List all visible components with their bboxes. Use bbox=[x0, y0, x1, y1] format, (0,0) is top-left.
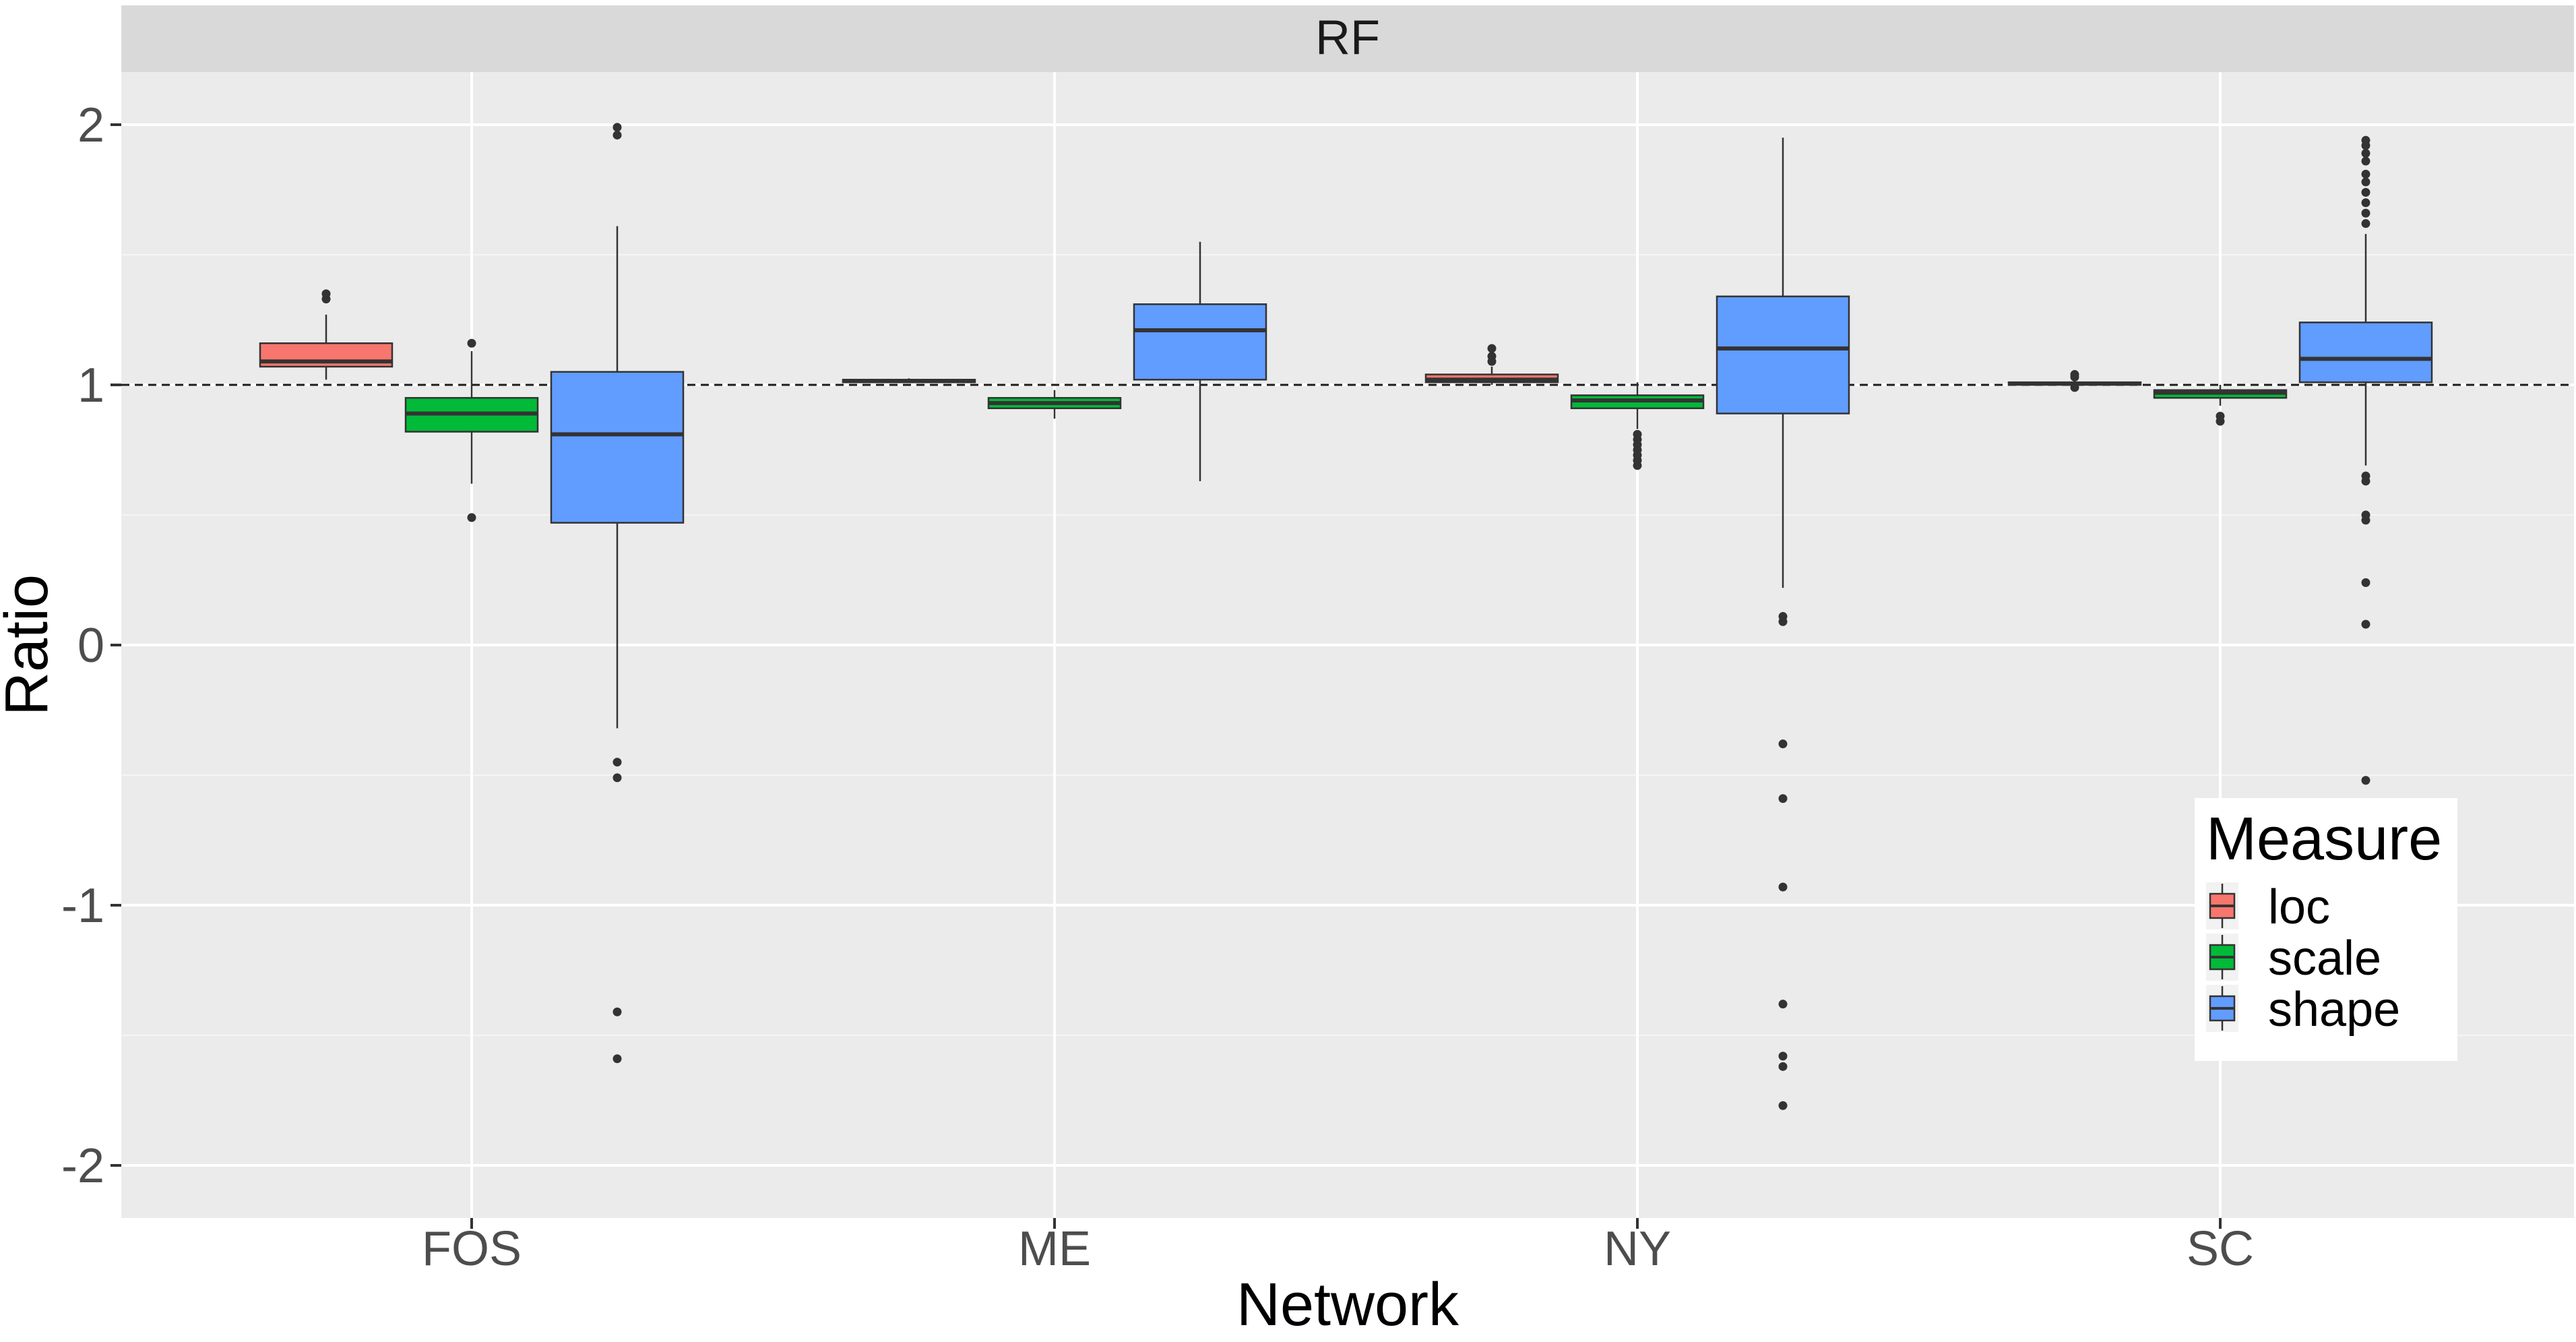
box-shape-sc bbox=[2298, 135, 2433, 785]
box-shape-ny bbox=[1716, 138, 1850, 1110]
box-loc-sc bbox=[2007, 370, 2142, 392]
outlier-point bbox=[1778, 794, 1788, 803]
box-loc-me bbox=[842, 378, 976, 384]
y-tick-label: -1 bbox=[61, 879, 104, 933]
outlier-point bbox=[321, 289, 331, 299]
x-tick-label: SC bbox=[2187, 1222, 2254, 1276]
outlier-point bbox=[1487, 344, 1497, 353]
y-tick-label: -2 bbox=[61, 1139, 104, 1193]
outlier-point bbox=[2361, 219, 2370, 228]
outlier-point bbox=[1778, 1051, 1788, 1061]
outlier-point bbox=[467, 338, 476, 348]
outlier-point bbox=[612, 758, 622, 767]
box-loc-ny bbox=[1424, 344, 1559, 385]
box-scale-fos bbox=[404, 338, 539, 522]
y-tick-label: 1 bbox=[77, 359, 104, 413]
outlier-point bbox=[612, 1054, 622, 1064]
box-iqr bbox=[550, 371, 685, 524]
legend-key-shape bbox=[2206, 985, 2238, 1032]
x-tick-label: NY bbox=[1604, 1222, 1671, 1276]
outlier-point bbox=[467, 513, 476, 522]
outlier-point bbox=[1778, 1101, 1788, 1110]
x-tick-label: ME bbox=[1018, 1222, 1091, 1276]
facet-strip bbox=[121, 5, 2574, 72]
facet-label: RF bbox=[1315, 11, 1380, 65]
box-iqr bbox=[2298, 322, 2433, 384]
outlier-point bbox=[1487, 352, 1497, 361]
y-axis: -2 -1 0 1 2 bbox=[61, 98, 121, 1193]
outlier-point bbox=[2361, 148, 2370, 158]
outlier-point bbox=[612, 773, 622, 783]
outlier-point bbox=[1778, 882, 1788, 892]
outlier-point bbox=[612, 1007, 622, 1016]
outlier-point bbox=[2361, 510, 2370, 520]
box-scale-ny bbox=[1570, 382, 1705, 470]
outlier-point bbox=[1778, 739, 1788, 749]
outlier-point bbox=[2361, 156, 2370, 166]
legend-label: shape bbox=[2268, 983, 2400, 1037]
x-axis-title: Network bbox=[1236, 1271, 1459, 1339]
box-layer bbox=[259, 123, 2433, 1110]
outlier-point bbox=[2070, 383, 2079, 392]
outlier-point bbox=[2361, 177, 2370, 187]
y-tick-label: 2 bbox=[77, 98, 104, 152]
legend-label: scale bbox=[2268, 932, 2381, 985]
box-iqr bbox=[1133, 303, 1267, 381]
x-tick-label: FOS bbox=[422, 1222, 522, 1276]
outlier-point bbox=[2070, 370, 2079, 379]
outlier-point bbox=[612, 130, 622, 140]
legend-key-scale bbox=[2206, 934, 2238, 981]
outlier-point bbox=[2361, 619, 2370, 629]
outlier-point bbox=[2361, 198, 2370, 208]
box-loc-fos bbox=[259, 289, 394, 380]
legend-key-loc bbox=[2206, 882, 2238, 929]
y-axis-title: Ratio bbox=[0, 574, 61, 716]
box-shape-me bbox=[1133, 241, 1267, 481]
box-iqr bbox=[1716, 295, 1850, 415]
outlier-point bbox=[2361, 187, 2370, 197]
box-shape-fos bbox=[550, 123, 685, 1064]
outlier-point bbox=[2361, 208, 2370, 218]
outlier-point bbox=[1778, 1000, 1788, 1009]
legend-title: Measure bbox=[2206, 805, 2442, 873]
outlier-point bbox=[2361, 471, 2370, 481]
outlier-point bbox=[612, 123, 622, 132]
outlier-point bbox=[2361, 135, 2370, 145]
outlier-point bbox=[2361, 169, 2370, 179]
y-tick-label: 0 bbox=[77, 619, 104, 673]
box-scale-sc bbox=[2153, 385, 2288, 426]
outlier-point bbox=[1778, 1062, 1788, 1071]
outlier-point bbox=[2361, 776, 2370, 785]
outlier-point bbox=[2216, 411, 2225, 421]
outlier-point bbox=[1778, 612, 1788, 621]
box-scale-me bbox=[987, 390, 1122, 419]
outlier-point bbox=[2361, 578, 2370, 587]
x-axis: FOS ME NY SC bbox=[422, 1218, 2254, 1276]
legend-label: loc bbox=[2268, 880, 2330, 934]
outlier-point bbox=[1633, 429, 1642, 439]
